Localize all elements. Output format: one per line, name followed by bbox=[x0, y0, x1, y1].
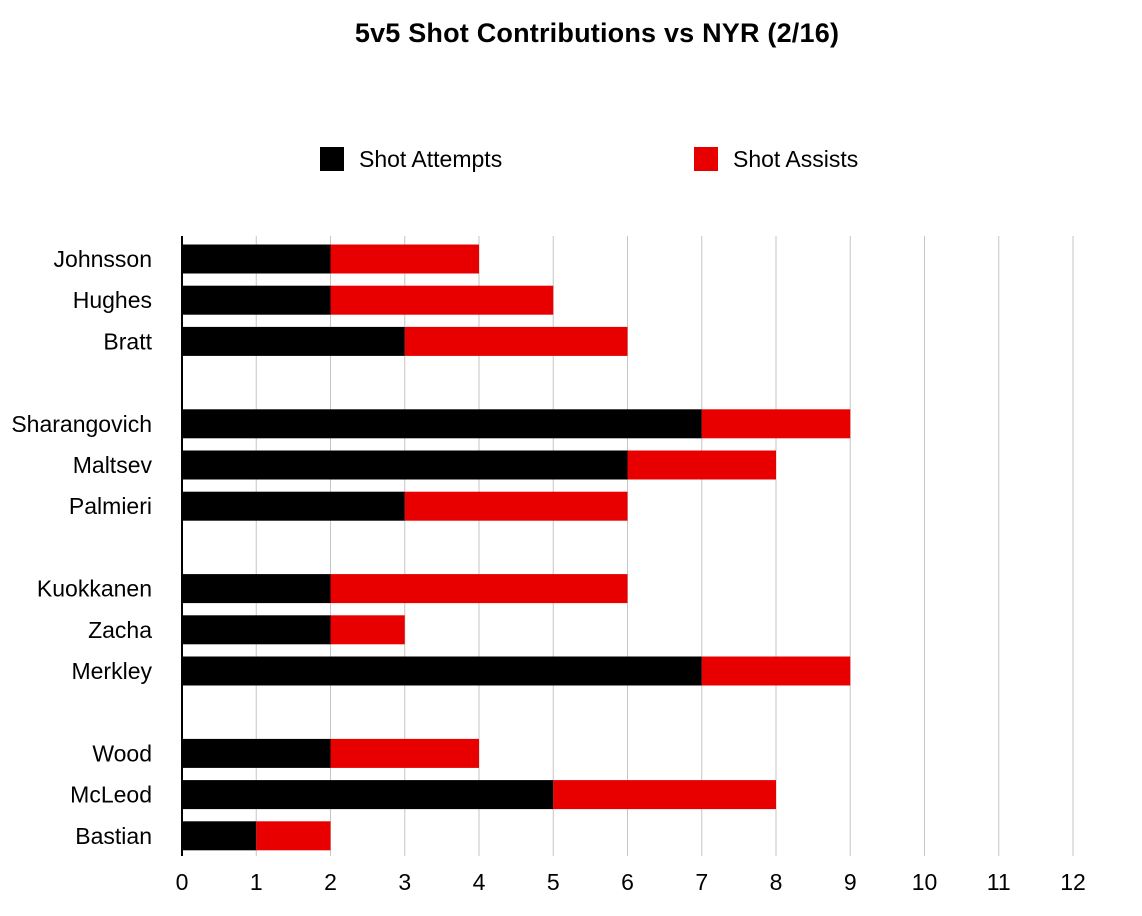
bar-zacha-shot-assists bbox=[330, 615, 405, 645]
bars-layer bbox=[182, 244, 851, 851]
bar-johnsson-shot-assists bbox=[330, 244, 479, 274]
x-tick-label-9: 9 bbox=[844, 869, 857, 895]
bar-wood-shot-assists bbox=[330, 738, 479, 768]
bar-kuokkanen-shot-attempts bbox=[182, 574, 331, 604]
bar-bastian-shot-assists bbox=[256, 821, 331, 851]
x-axis-labels: 0 1 2 3 4 5 6 7 8 9 10 11 12 bbox=[176, 869, 1086, 895]
bar-merkley-shot-assists bbox=[701, 656, 851, 686]
x-tick-label-4: 4 bbox=[473, 869, 486, 895]
x-tick-label-11: 11 bbox=[987, 869, 1011, 895]
legend-label-shot-attempts: Shot Attempts bbox=[359, 145, 503, 172]
y-tick-label-mcleod: McLeod bbox=[70, 782, 152, 808]
x-tick-label-0: 0 bbox=[176, 869, 189, 895]
x-tick-label-10: 10 bbox=[912, 869, 938, 895]
bar-sharangovich-shot-assists bbox=[701, 409, 851, 439]
x-tick-label-12: 12 bbox=[1060, 869, 1086, 895]
bar-kuokkanen-shot-assists bbox=[330, 574, 628, 604]
y-tick-label-bratt: Bratt bbox=[103, 328, 152, 354]
bar-maltsev-shot-attempts bbox=[182, 450, 628, 480]
y-tick-label-bastian: Bastian bbox=[75, 823, 152, 849]
y-axis-labels: Johnsson Hughes Bratt Sharangovich Maltsev Pa… bbox=[11, 246, 152, 849]
bar-palmieri-shot-assists bbox=[404, 491, 628, 521]
y-tick-label-palmieri: Palmieri bbox=[69, 493, 152, 519]
y-tick-label-maltsev: Maltsev bbox=[73, 452, 153, 478]
bar-palmieri-shot-attempts bbox=[182, 491, 405, 521]
x-tick-label-7: 7 bbox=[695, 869, 708, 895]
bar-merkley-shot-attempts bbox=[182, 656, 702, 686]
bar-mcleod-shot-attempts bbox=[182, 780, 554, 810]
x-tick-label-1: 1 bbox=[250, 869, 263, 895]
legend-swatch-shot-attempts bbox=[320, 147, 344, 171]
y-tick-label-merkley: Merkley bbox=[71, 658, 152, 684]
x-tick-label-3: 3 bbox=[398, 869, 411, 895]
x-tick-label-5: 5 bbox=[547, 869, 560, 895]
y-tick-label-johnsson: Johnsson bbox=[54, 246, 152, 272]
bar-zacha-shot-attempts bbox=[182, 615, 331, 645]
legend-label-shot-assists: Shot Assists bbox=[733, 145, 859, 172]
y-tick-label-zacha: Zacha bbox=[88, 617, 152, 643]
bar-mcleod-shot-assists bbox=[553, 780, 776, 810]
legend-swatch-shot-assists bbox=[694, 147, 718, 171]
bar-bratt-shot-attempts bbox=[182, 326, 405, 356]
bar-sharangovich-shot-attempts bbox=[182, 409, 702, 439]
y-tick-label-kuokkanen: Kuokkanen bbox=[37, 576, 152, 602]
legend-item-shot-assists: Shot Assists bbox=[694, 144, 858, 174]
x-tick-label-8: 8 bbox=[770, 869, 783, 895]
bar-wood-shot-attempts bbox=[182, 738, 331, 768]
x-tick-label-2: 2 bbox=[324, 869, 337, 895]
chart-title: 5v5 Shot Contributions vs NYR (2/16) bbox=[354, 18, 840, 48]
bar-bastian-shot-attempts bbox=[182, 821, 257, 851]
y-tick-label-wood: Wood bbox=[92, 740, 152, 766]
legend-item-shot-attempts: Shot Attempts bbox=[320, 144, 502, 174]
bar-hughes-shot-assists bbox=[330, 285, 554, 315]
bar-hughes-shot-attempts bbox=[182, 285, 331, 315]
bar-johnsson-shot-attempts bbox=[182, 244, 331, 274]
bar-maltsev-shot-assists bbox=[627, 450, 776, 480]
y-tick-label-hughes: Hughes bbox=[73, 287, 152, 313]
y-tick-label-sharangovich: Sharangovich bbox=[11, 411, 152, 437]
x-tick-label-6: 6 bbox=[621, 869, 634, 895]
bar-bratt-shot-assists bbox=[404, 326, 628, 356]
